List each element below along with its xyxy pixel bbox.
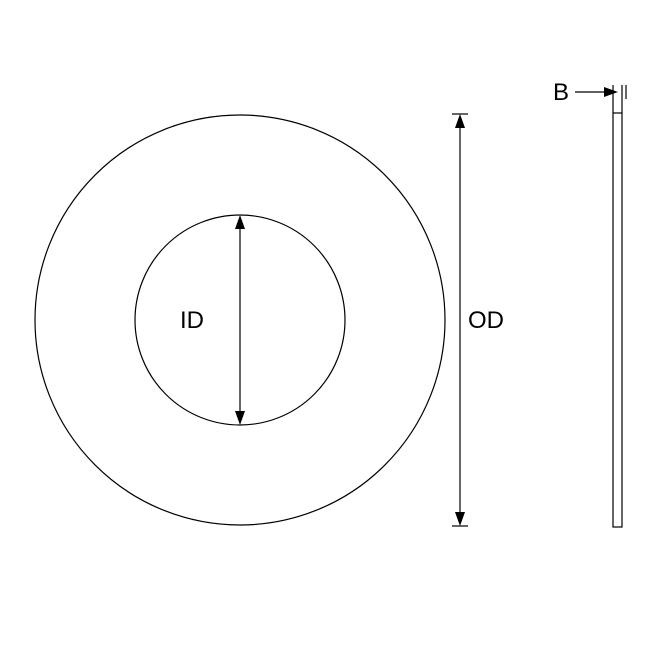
id-label: ID <box>180 307 204 334</box>
od-label: OD <box>468 307 504 334</box>
washer-edge-view <box>613 113 622 527</box>
b-label: B <box>553 79 569 106</box>
washer-diagram: OD ID B <box>0 0 670 670</box>
